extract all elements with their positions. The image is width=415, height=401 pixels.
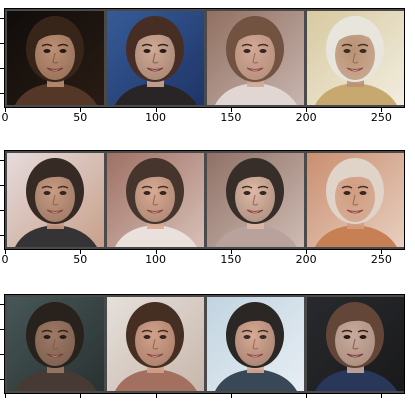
x-tick-label: 50: [73, 111, 88, 124]
x-tick-label: 0: [1, 111, 9, 124]
x-tick-label: 200: [295, 111, 317, 124]
x-axis-row-2: 0 50 100 150 200 250: [1, 250, 405, 266]
x-tick: [381, 108, 383, 112]
y-tick: [0, 329, 4, 330]
face-2-3-image: [207, 153, 304, 247]
face-3-3: [207, 297, 304, 391]
y-tick: [0, 235, 4, 236]
x-tick: [80, 250, 82, 254]
face-3-3-image: [207, 297, 304, 391]
image-grid-row-2: [4, 150, 405, 250]
x-tick: [306, 108, 308, 112]
face-2-2-image: [107, 153, 204, 247]
y-tick: [0, 43, 4, 44]
face-2-2: [107, 153, 204, 247]
face-3-4: [307, 297, 404, 391]
x-tick: [5, 394, 6, 398]
face-1-4: [307, 11, 404, 105]
face-2-4-image: [307, 153, 404, 247]
y-tick: [0, 160, 4, 161]
x-tick: [230, 394, 232, 398]
x-tick: [381, 394, 383, 398]
x-tick: [230, 250, 232, 254]
x-tick-label: 250: [370, 111, 392, 124]
face-2-4: [307, 153, 404, 247]
y-tick: [0, 210, 4, 211]
face-2-1-image: [7, 153, 104, 247]
y-tick: [0, 379, 4, 380]
x-tick: [80, 394, 82, 398]
face-3-4-image: [307, 297, 404, 391]
y-tick: [0, 185, 4, 186]
image-grid-row-1: [4, 8, 405, 108]
x-tick-label: 100: [145, 111, 167, 124]
x-tick-label: 150: [220, 111, 242, 124]
face-1-1: [7, 11, 104, 105]
face-1-3: [207, 11, 304, 105]
face-3-2-image: [107, 297, 204, 391]
x-axis-row-3: [4, 394, 405, 401]
face-2-3: [207, 153, 304, 247]
x-tick-label: 100: [145, 253, 167, 266]
x-tick-label: 50: [73, 253, 88, 266]
face-3-1-image: [7, 297, 104, 391]
y-tick: [0, 93, 4, 94]
face-1-2: [107, 11, 204, 105]
face-1-2-image: [107, 11, 204, 105]
y-tick: [0, 304, 4, 305]
face-1-4-image: [307, 11, 404, 105]
face-3-1: [7, 297, 104, 391]
y-tick: [0, 354, 4, 355]
y-tick: [0, 18, 4, 19]
x-tick: [155, 394, 157, 398]
x-tick-label: 150: [220, 253, 242, 266]
x-axis-row-1: 0 50 100 150 200 250: [1, 108, 405, 124]
face-3-2: [107, 297, 204, 391]
x-tick: [381, 250, 383, 254]
x-tick: [5, 250, 6, 254]
x-tick-label: 200: [295, 253, 317, 266]
x-tick-label: 250: [370, 253, 392, 266]
x-tick: [155, 250, 157, 254]
x-tick: [306, 250, 308, 254]
face-2-1: [7, 153, 104, 247]
image-grid-row-3: [4, 294, 405, 394]
x-tick: [80, 108, 82, 112]
y-tick: [0, 68, 4, 69]
x-tick-label: 0: [1, 253, 9, 266]
face-1-3-image: [207, 11, 304, 105]
x-tick: [155, 108, 157, 112]
x-tick: [306, 394, 308, 398]
face-1-1-image: [7, 11, 104, 105]
x-tick: [230, 108, 232, 112]
x-tick: [5, 108, 6, 112]
